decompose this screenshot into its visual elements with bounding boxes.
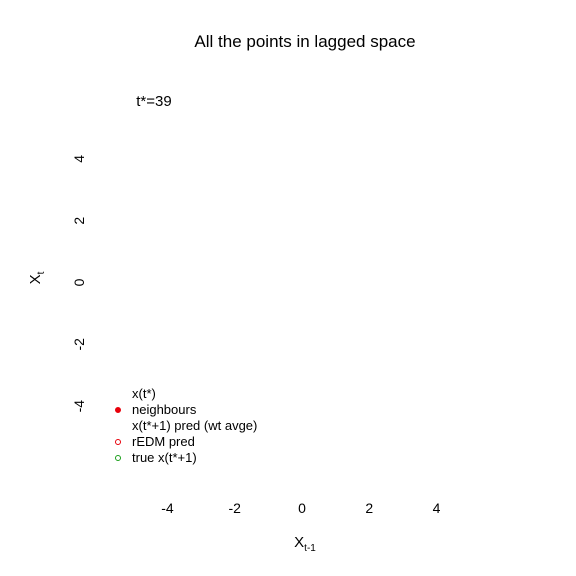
x-axis-label: Xt-1 [294,534,316,554]
y-tick-label: 4 [71,155,87,163]
legend-label: neighbours [132,402,197,417]
legend-marker [115,407,121,413]
y-tick-label: 2 [71,217,87,225]
y-tick-labels: -4 -2 0 2 4 [71,155,87,413]
legend-label: x(t*) [132,386,156,401]
x-tick-label: -4 [161,500,174,516]
legend-label: x(t*+1) pred (wt avge) [132,418,257,433]
y-tick-label: 0 [71,278,87,286]
legend-marker [115,439,121,445]
y-axis-label-main: X [27,274,44,284]
legend-label: rEDM pred [132,434,195,449]
legend-label: true x(t*+1) [132,450,197,465]
y-axis-label: Xt [27,271,47,284]
x-tick-label: -2 [229,500,242,516]
y-tick-label: -4 [71,400,87,413]
legend-marker [115,455,121,461]
x-tick-label: 2 [365,500,373,516]
x-tick-labels: -4 -2 0 2 4 [161,500,440,516]
x-tick-label: 4 [433,500,441,516]
y-axis-label-subscript: t [36,271,47,274]
chart-annotation: t*=39 [136,93,171,110]
chart-title: All the points in lagged space [194,32,415,51]
x-tick-label: 0 [298,500,306,516]
x-axis-label-main: X [294,534,304,551]
x-axis-label-subscript: t-1 [304,543,316,554]
y-tick-label: -2 [71,338,87,351]
